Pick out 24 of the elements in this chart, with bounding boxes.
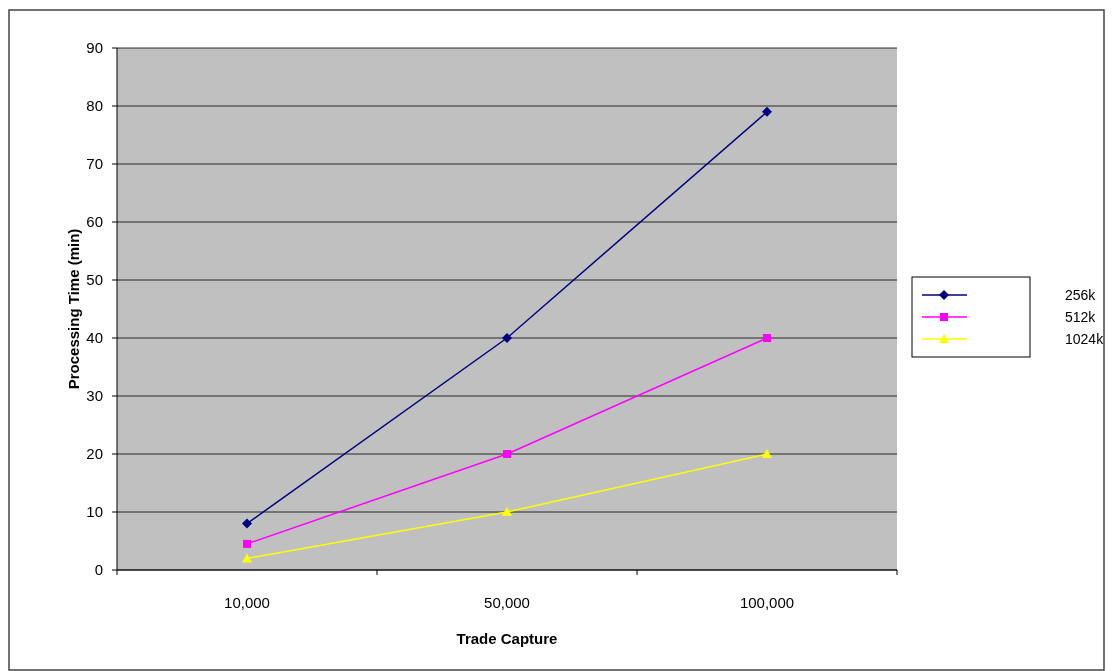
point xyxy=(503,450,511,458)
x-axis-title: Trade Capture xyxy=(456,630,558,647)
y-tick-label: 10 xyxy=(86,503,103,521)
y-tick-label: 20 xyxy=(86,445,103,463)
y-tick-label: 40 xyxy=(86,329,103,347)
point xyxy=(502,333,512,343)
y-tick-label: 0 xyxy=(94,561,103,579)
y-tick-label: 30 xyxy=(86,387,103,405)
point xyxy=(763,334,771,342)
x-tick-label: 10,000 xyxy=(224,594,270,611)
x-tick-label: 50,000 xyxy=(484,594,530,611)
point xyxy=(243,539,251,548)
point xyxy=(762,106,772,117)
y-tick-label: 50 xyxy=(86,271,103,289)
y-tick-label: 70 xyxy=(86,155,103,173)
y-tick-label: 60 xyxy=(86,213,103,231)
point xyxy=(242,553,252,563)
y-axis-title: Processing Time (min) xyxy=(65,228,82,390)
y-tick-label: 90 xyxy=(86,39,103,57)
y-tick-label: 80 xyxy=(86,97,103,115)
point xyxy=(242,518,252,529)
x-tick-label: 100,000 xyxy=(739,594,795,611)
point xyxy=(762,449,772,458)
point xyxy=(502,507,512,516)
